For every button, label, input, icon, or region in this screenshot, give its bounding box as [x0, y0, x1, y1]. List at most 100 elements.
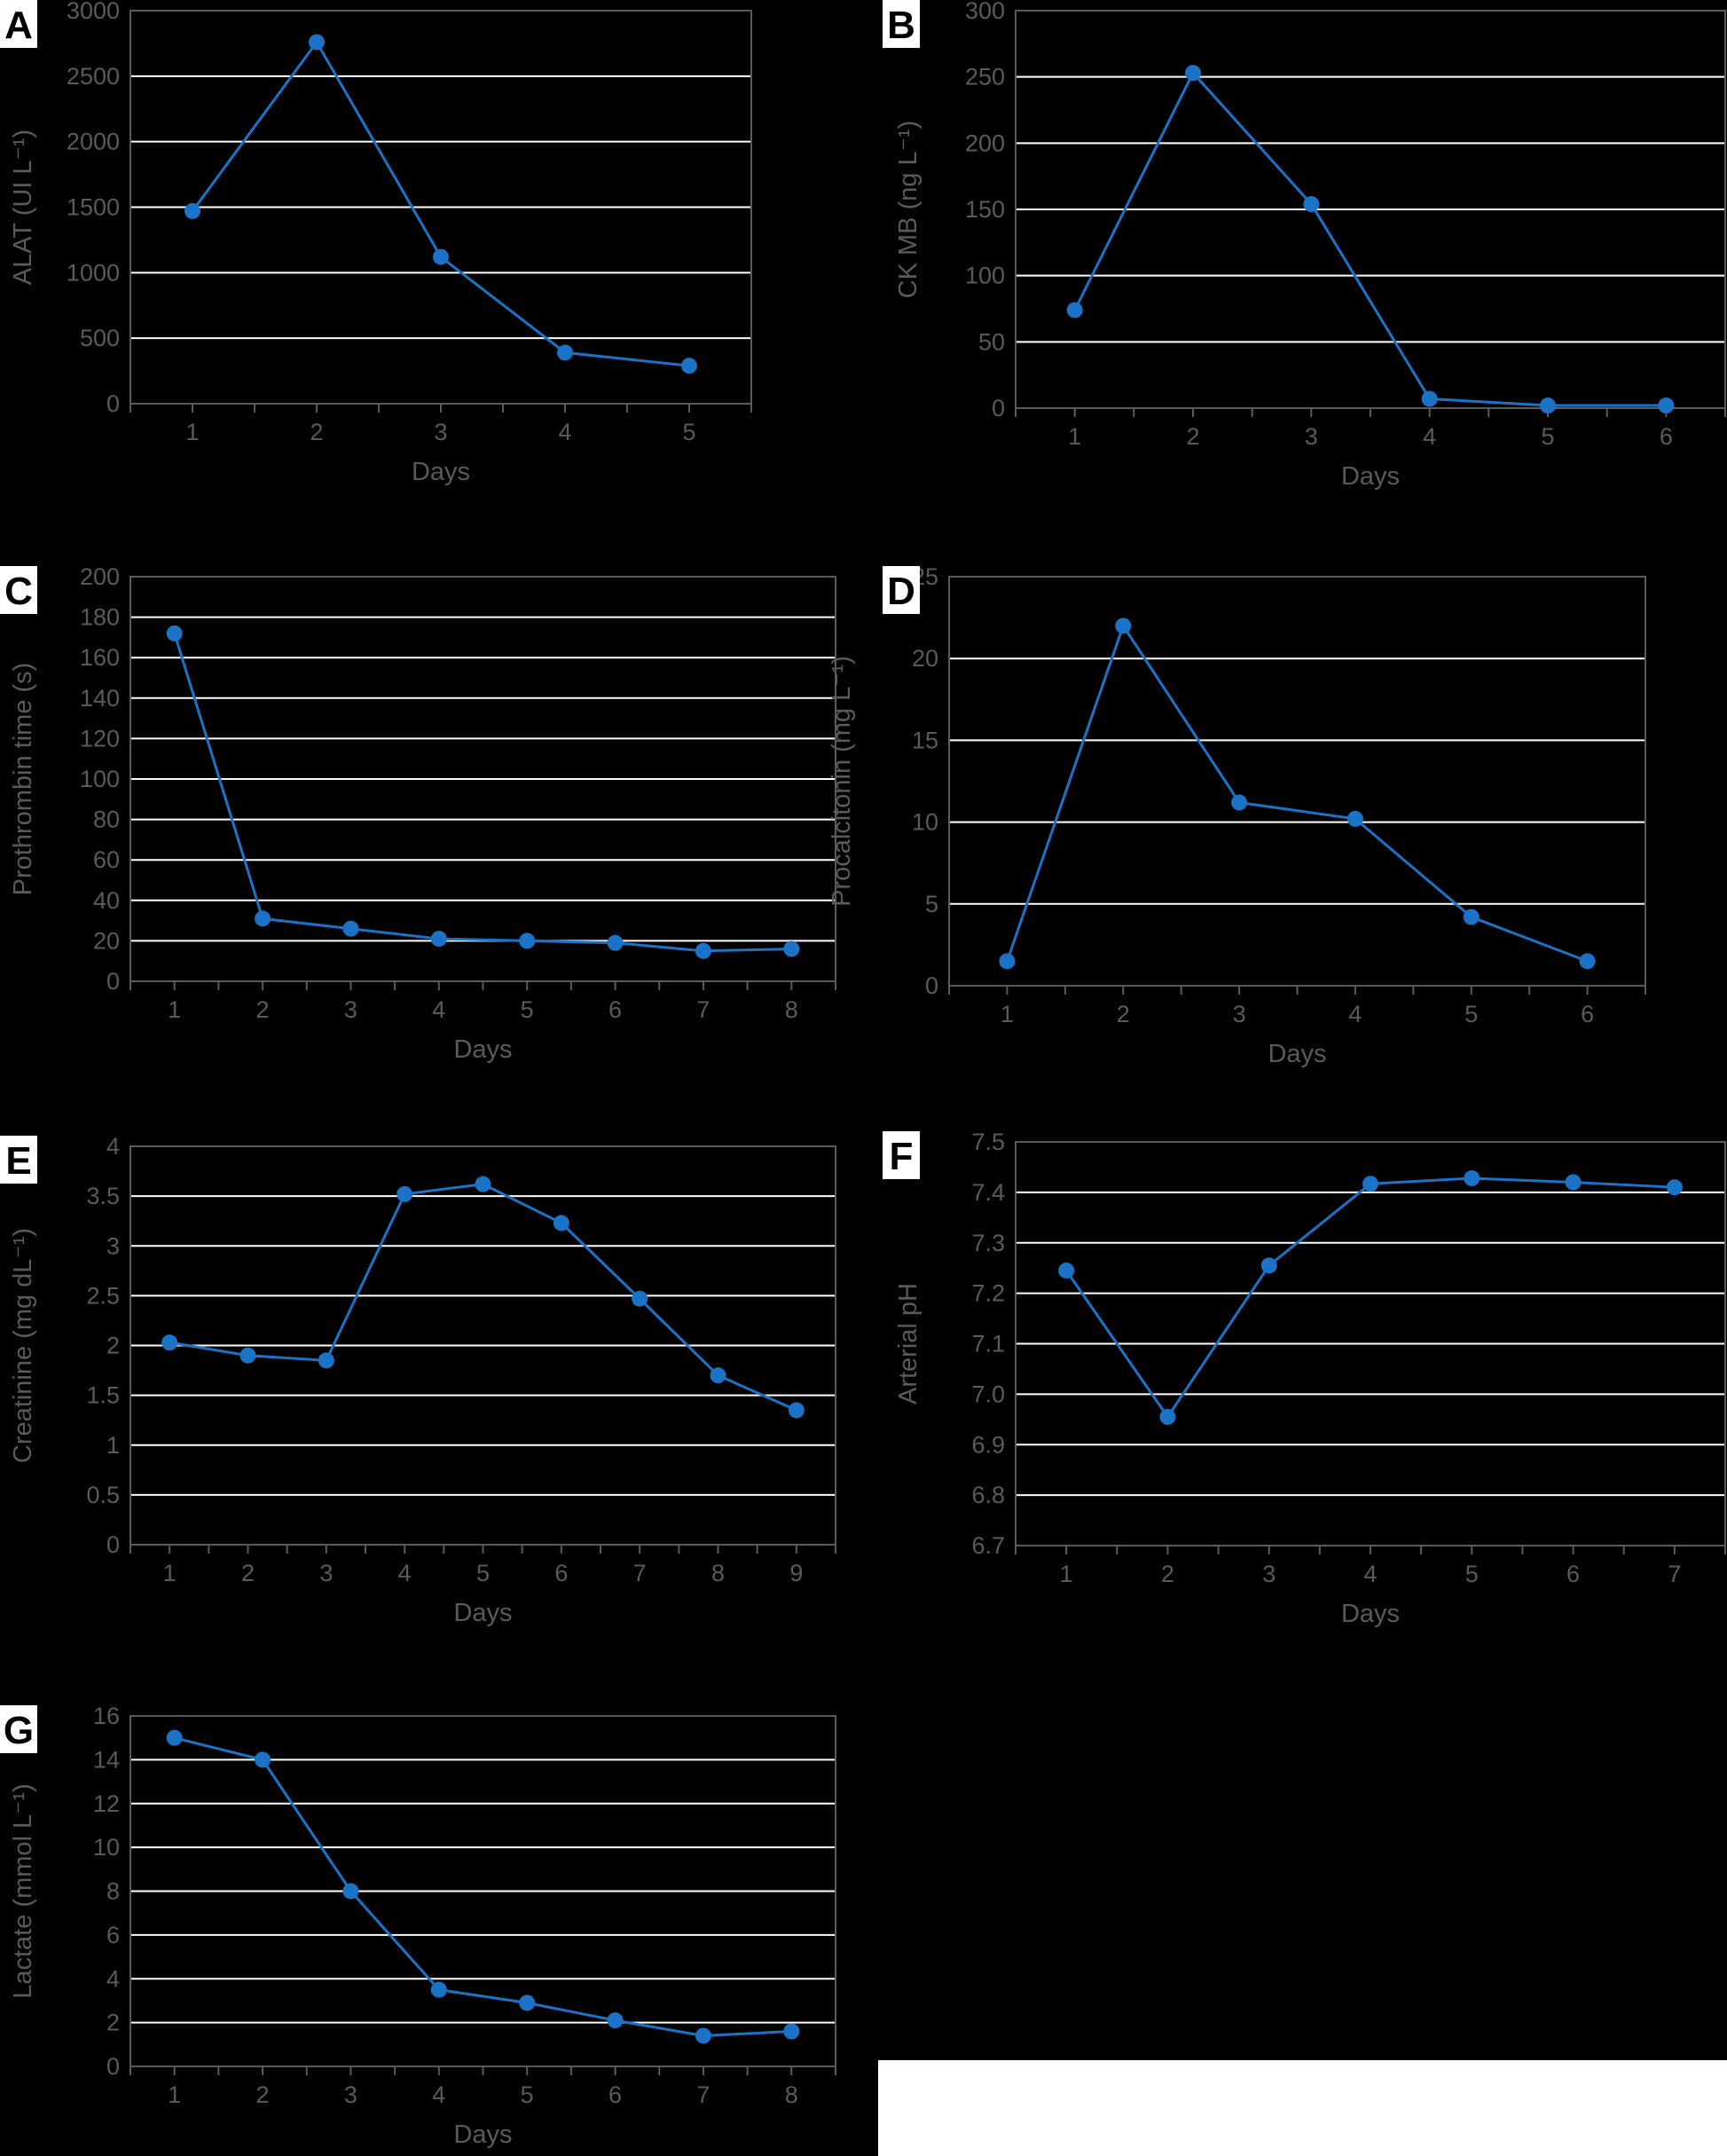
data-point: [607, 934, 624, 951]
x-axis-label: Days: [453, 2121, 512, 2149]
x-tick-label: 4: [558, 419, 571, 445]
y-tick-label: 2: [106, 2010, 120, 2036]
y-tick-label: 5: [925, 891, 938, 917]
data-point: [239, 1347, 256, 1364]
y-tick-label: 0: [106, 1531, 120, 1558]
y-tick-label: 12: [93, 1790, 120, 1817]
x-tick-label: 5: [1541, 423, 1554, 450]
y-tick-label: 8: [106, 1878, 120, 1905]
y-tick-label: 2500: [67, 63, 120, 90]
y-tick-label: 20: [93, 927, 120, 954]
data-point: [433, 248, 449, 265]
y-tick-label: 2000: [67, 129, 120, 155]
x-tick-label: 3: [344, 2081, 357, 2108]
data-point: [788, 1402, 805, 1419]
y-tick-label: 16: [93, 1703, 120, 1729]
y-tick-label: 4: [106, 1133, 120, 1160]
y-tick-label: 7.0: [971, 1381, 1005, 1407]
data-point: [166, 1729, 183, 1746]
x-tick-label: 6: [554, 1560, 568, 1586]
y-tick-label: 1000: [67, 259, 120, 286]
data-point: [475, 1176, 491, 1192]
chart-panel-a: 0 500 1000 1500 2000 2500 3000 1 2 3 4 5 Days ALAT (U…: [0, 0, 752, 486]
y-tick-label: 100: [80, 766, 120, 792]
x-tick-label: 2: [241, 1560, 255, 1586]
data-point: [1185, 65, 1201, 82]
y-axis-label: Arterial pH: [894, 1283, 922, 1405]
chart-panel-c: 0 20 40 60 80 100 120 140 160 180 200 1 2 3 4 5 6 7 8 Days P…: [0, 563, 836, 1064]
y-tick-label: 160: [80, 644, 120, 671]
y-tick-label: 140: [80, 685, 120, 712]
y-tick-label: 50: [978, 328, 1005, 355]
y-tick-label: 7.3: [971, 1230, 1005, 1256]
data-point: [1058, 1263, 1075, 1279]
series-line: [173, 633, 792, 953]
x-tick-label: 5: [476, 1560, 490, 1586]
data-point: [1346, 810, 1363, 827]
y-tick-label: 7.4: [971, 1179, 1005, 1206]
panel-letter: D: [887, 570, 915, 613]
data-point: [430, 931, 447, 948]
data-point: [396, 1185, 413, 1202]
data-point: [695, 2027, 711, 2044]
y-tick-label: 3.5: [86, 1183, 120, 1209]
x-axis-label: Days: [453, 1599, 512, 1627]
x-tick-label: 7: [696, 996, 710, 1023]
y-axis-label: Procalcitonin (mg L⁻¹): [828, 656, 856, 907]
y-tick-label: 200: [80, 563, 120, 590]
panel-letter-badge: [883, 1131, 920, 1179]
series-line: [1005, 622, 1589, 963]
y-tick-label: 10: [912, 809, 938, 836]
data-point: [1666, 1179, 1683, 1196]
x-tick-label: 3: [1262, 1561, 1276, 1587]
y-tick-label: 7.2: [971, 1280, 1005, 1307]
y-tick-label: 7.1: [971, 1331, 1005, 1357]
y-tick-label: 2: [106, 1333, 120, 1359]
data-point: [632, 1290, 648, 1307]
x-tick-label: 2: [310, 419, 323, 445]
y-tick-label: 250: [965, 64, 1005, 90]
data-point: [161, 1334, 178, 1351]
x-tick-label: 4: [1363, 1561, 1377, 1587]
data-point: [999, 953, 1016, 970]
y-tick-label: 200: [965, 130, 1005, 156]
data-point: [519, 932, 536, 949]
y-tick-label: 0: [992, 395, 1005, 421]
x-tick-label: 5: [1465, 1561, 1479, 1587]
x-axis-label: Days: [453, 1035, 512, 1064]
y-tick-label: 80: [93, 807, 120, 833]
data-point: [1115, 618, 1132, 634]
y-tick-label: 0: [106, 968, 120, 995]
panel-letter-badge: [0, 566, 37, 614]
x-tick-label: 2: [1161, 1561, 1174, 1587]
x-tick-label: 8: [785, 996, 798, 1023]
data-point: [1421, 390, 1438, 407]
panel-letter: E: [5, 1139, 31, 1183]
y-tick-label: 1: [106, 1432, 120, 1459]
data-point: [681, 358, 697, 374]
x-tick-label: 6: [1581, 1001, 1594, 1027]
panel-letter-badge: [0, 1136, 37, 1184]
y-tick-label: 150: [965, 196, 1005, 223]
y-axis-label: Prothrombin time (s): [9, 663, 37, 896]
x-tick-label: 5: [1464, 1001, 1478, 1027]
data-point: [695, 942, 711, 959]
x-tick-label: 2: [1117, 1001, 1130, 1027]
x-tick-label: 8: [711, 1560, 725, 1586]
y-tick-label: 10: [93, 1834, 120, 1861]
x-tick-label: 6: [608, 2081, 622, 2108]
data-point: [1231, 794, 1248, 811]
y-tick-label: 1500: [67, 194, 120, 221]
y-tick-label: 100: [965, 263, 1005, 289]
series-line: [174, 1736, 792, 2037]
x-tick-label: 7: [1668, 1561, 1681, 1587]
corner-white-block: [878, 2060, 1727, 2156]
x-tick-label: 8: [785, 2081, 798, 2108]
y-tick-label: 40: [93, 887, 120, 914]
y-axis-label: Lactate (mmol L⁻¹): [9, 1783, 37, 1999]
x-tick-label: 7: [633, 1560, 647, 1586]
chart-panel-e: 0 0.5 1 1.5 2 2.5 3 3.5 4 1 2 3 4 5 6 7 8 9 Days Creatinine…: [0, 1133, 836, 1627]
